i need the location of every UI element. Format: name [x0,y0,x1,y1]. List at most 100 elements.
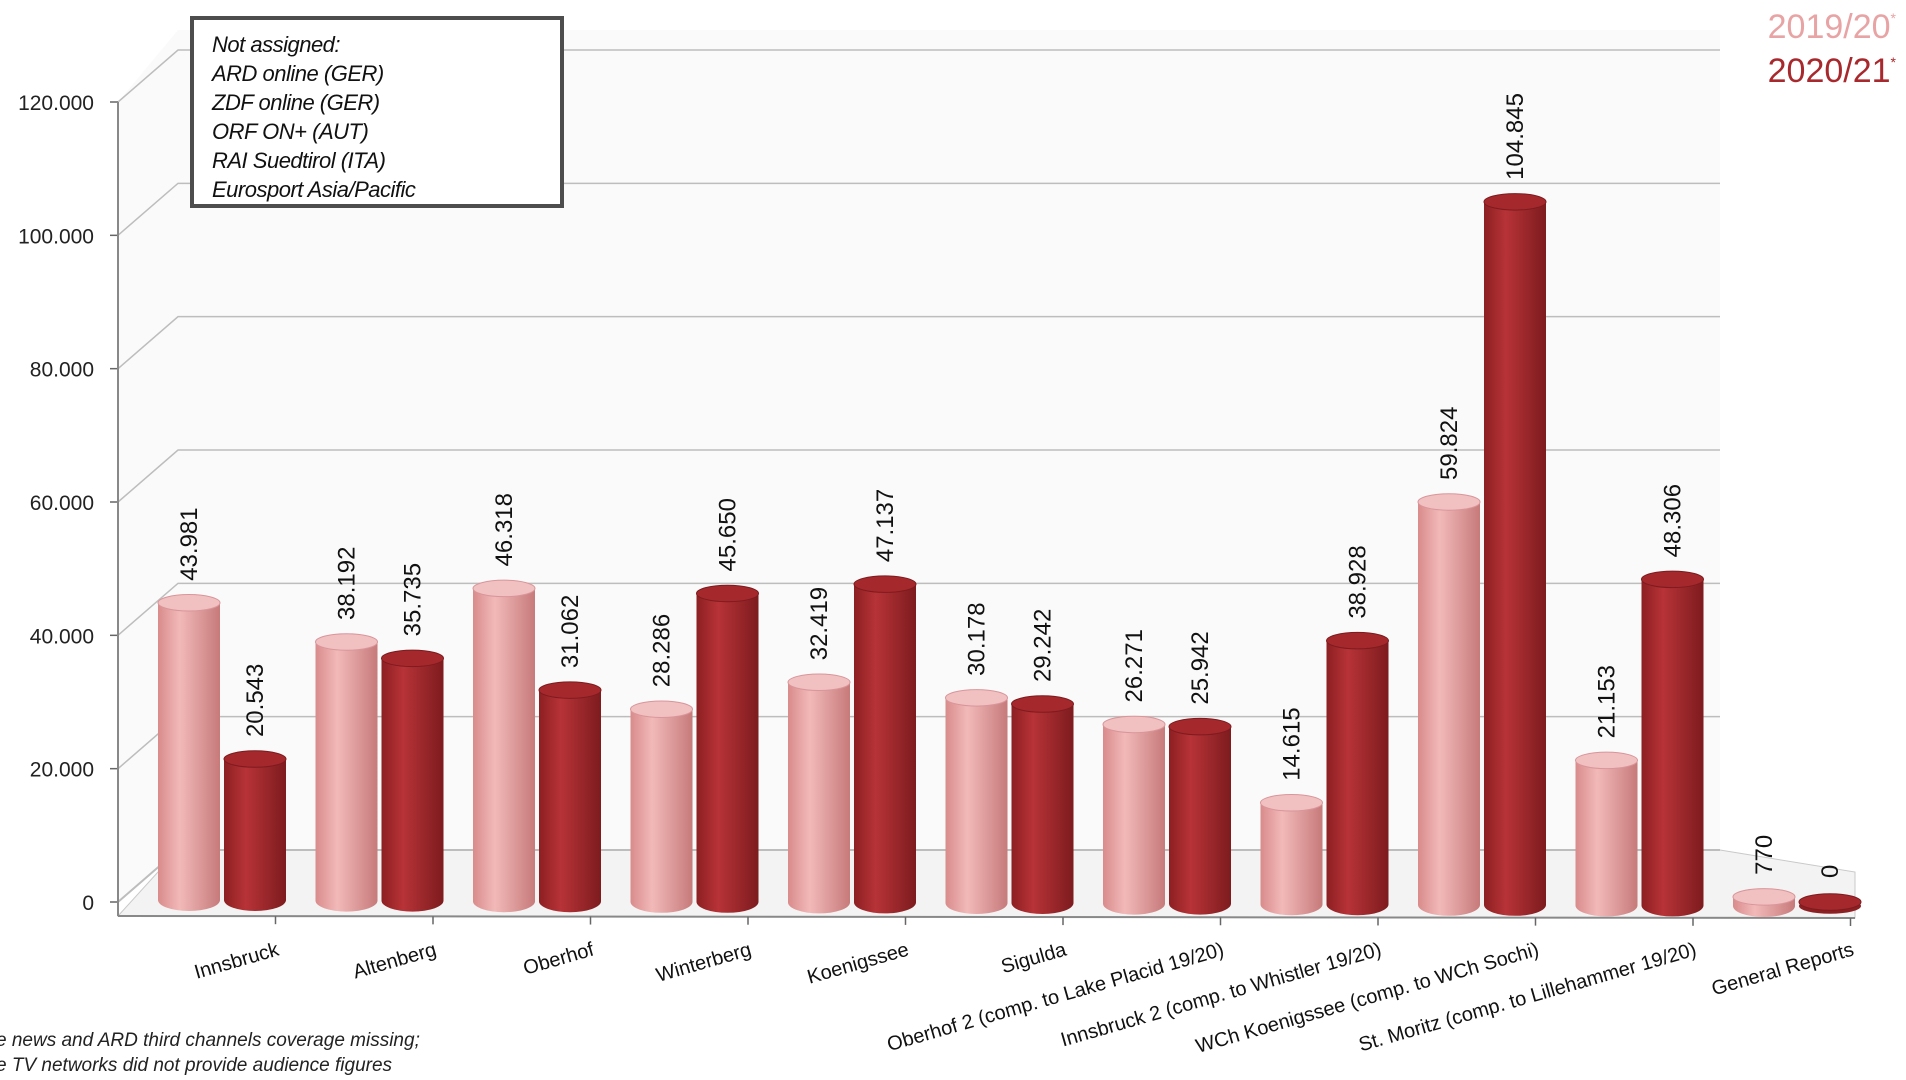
bar-2019 [1417,493,1481,916]
data-label: 45.650 [715,498,742,571]
data-label: 25.942 [1187,631,1214,704]
x-tick-label: Innsbruck [192,938,282,983]
bar-2020 [223,750,287,911]
bar-body [1103,724,1165,915]
x-tick-label: Winterberg [654,939,754,987]
bar-top [1798,893,1862,911]
bar-top [381,649,444,668]
data-label: 46.318 [491,493,518,566]
bar-top [1326,631,1389,650]
footnote-line-1: e news and ARD third channels coverage m… [0,1030,420,1051]
gridline [117,49,1720,103]
bar-top [787,673,851,692]
legend-marker-2020: * [1890,54,1896,70]
not-assigned-item: RAI Suedtirol (ITA) [212,148,386,173]
data-label: 21.153 [1594,665,1621,738]
bar-body [158,602,220,911]
bar-body [1326,640,1389,916]
data-label: 38.928 [1345,545,1372,618]
bar-top [1168,717,1232,736]
bar-2020 [1798,893,1862,914]
y-tick-label: 40.000 [30,625,94,648]
gridline [117,582,1720,636]
bar-body [630,709,693,913]
y-tick-label: 120.000 [18,92,94,115]
gridline [117,182,1720,236]
bar-2019 [787,673,851,914]
data-label: 104.845 [1502,93,1529,180]
data-label: 0 [1817,865,1844,878]
x-tick-label: Koenigssee [805,939,912,989]
data-label: 29.242 [1030,609,1057,682]
legend-marker-2019: * [1890,10,1896,26]
bar-body [1168,726,1231,915]
not-assigned-item: ORF ON+ (AUT) [212,119,369,144]
legend-label-2019: 2019/20 [1767,8,1891,46]
bar-top [223,750,287,768]
x-tick-label: General Reports [1709,939,1856,1001]
data-label: 35.735 [400,563,427,636]
bar-top [1260,794,1323,812]
data-label: 32.419 [806,587,833,660]
data-label: 30.178 [964,602,991,675]
bar-top [538,681,602,699]
bar-top [630,700,693,718]
gridline [117,449,1720,503]
bar-top [472,579,536,598]
bar-top [853,575,917,593]
bar-top [1732,888,1796,906]
bar-2020 [1641,570,1704,917]
bar-top [1417,493,1481,511]
bar-top [696,584,759,603]
bar-body [1484,201,1546,916]
data-label: 14.615 [1279,707,1306,780]
bar-2020 [1168,717,1232,915]
data-label: 59.824 [1436,407,1463,480]
bar-body [1011,704,1074,914]
bar-2019 [472,579,536,913]
bar-body [473,588,535,913]
bar-body [945,697,1008,914]
bar-body [696,593,759,913]
data-label: 770 [1751,835,1778,875]
legend-entry-2020: 2020/21* [1768,52,1896,91]
x-tick-label: Oberhof [521,939,597,980]
bar-body [1641,579,1704,917]
legend-label-2020: 2020/21 [1767,52,1891,90]
bar-2020 [853,575,917,914]
bar-body [1575,760,1638,917]
bar-2019 [315,633,378,912]
data-label: 28.286 [649,614,676,687]
bar-2019 [1575,751,1638,917]
x-axis [117,915,1856,919]
bar-2020 [1011,695,1074,914]
footnote-line-2: e TV networks did not provide audience f… [0,1055,393,1076]
data-label: 48.306 [1660,484,1687,557]
bar-top [945,689,1008,707]
bar-body [539,690,601,913]
bar-body [854,584,916,914]
y-tick-label: 80.000 [30,359,94,382]
not-assigned-item: Eurosport Asia/Pacific [212,177,416,202]
bar-body [1418,501,1480,916]
bar-body [1260,802,1323,916]
bar-2020 [696,584,759,913]
y-tick-label: 20.000 [30,759,94,782]
data-label: 20.543 [242,664,269,737]
bar-top [1575,751,1638,770]
not-assigned-item: ARD online (GER) [212,61,384,86]
x-tick-label: Altenberg [351,939,439,984]
gridline [117,315,1720,370]
bar-body [381,658,444,912]
bar-2019 [1732,888,1796,917]
bar-2020 [538,681,602,913]
not-assigned-box: Not assigned: ARD online (GER) ZDF onlin… [190,16,564,208]
y-tick-label: 0 [82,892,94,915]
bar-body [224,759,286,911]
y-tick-label: 100.000 [18,225,94,248]
bar-body [788,682,850,914]
bar-2020 [1326,631,1389,916]
data-label: 26.271 [1121,629,1148,702]
